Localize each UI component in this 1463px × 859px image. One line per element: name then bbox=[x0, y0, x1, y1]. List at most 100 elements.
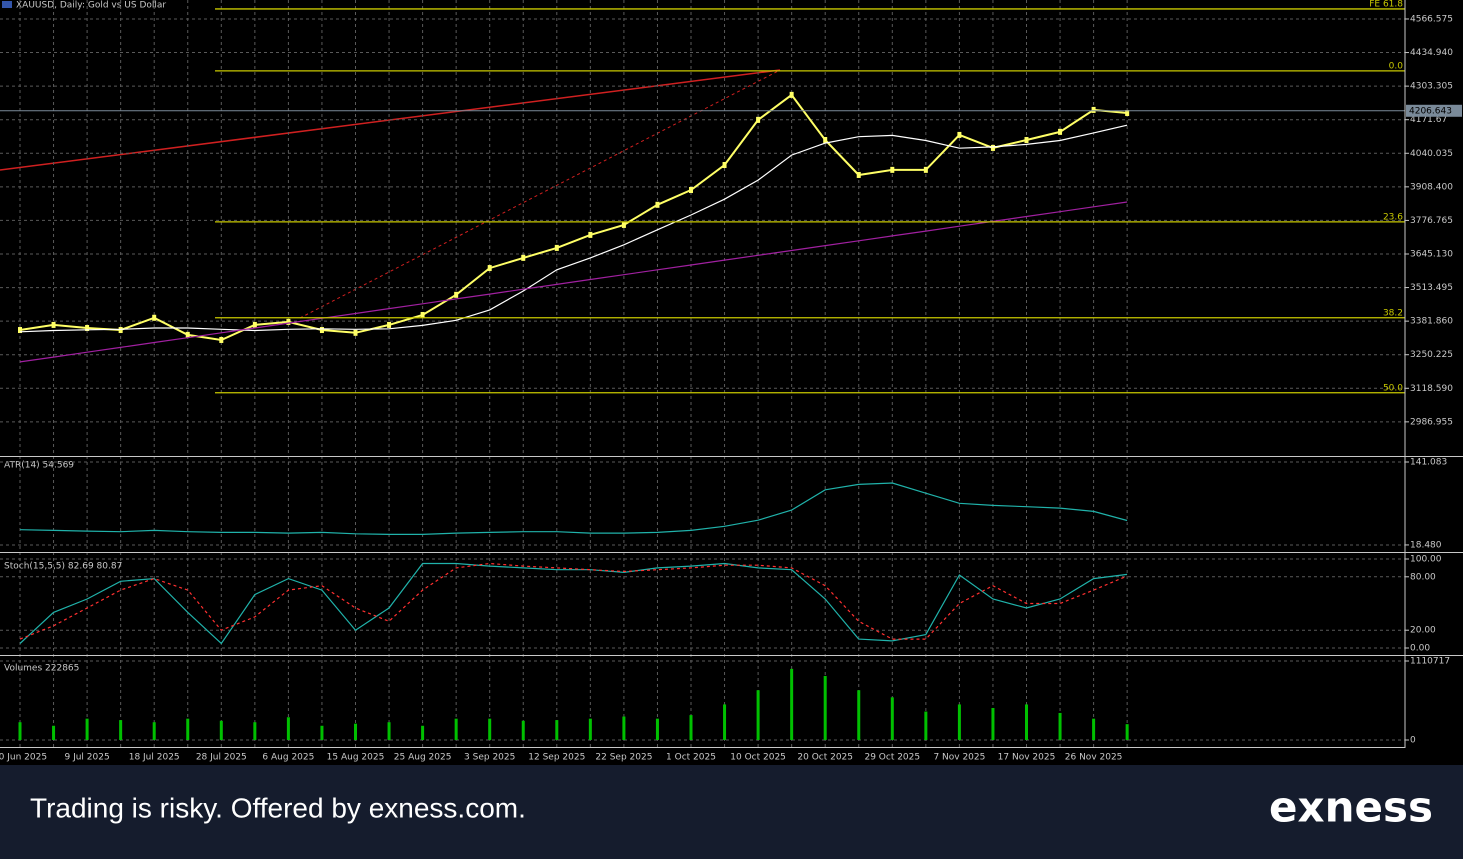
volume-bar bbox=[622, 716, 626, 740]
price-point bbox=[219, 336, 224, 343]
price-point bbox=[319, 327, 324, 334]
volume-bar bbox=[119, 720, 123, 740]
price-point bbox=[689, 187, 693, 194]
volume-bar bbox=[286, 717, 290, 740]
chart-title: XAUUSD, Daily: Gold vs US Dollar bbox=[16, 1, 166, 11]
y-tick-label: 18.480 bbox=[1410, 540, 1442, 550]
price-point bbox=[655, 201, 660, 208]
fib-label: 38.2 bbox=[1383, 308, 1403, 318]
y-tick-label: 2986.955 bbox=[1410, 417, 1453, 427]
volume-bar bbox=[1025, 704, 1028, 740]
volume-bar bbox=[253, 722, 257, 740]
brand-logo[interactable]: exness bbox=[1269, 783, 1433, 832]
volume-bar bbox=[52, 725, 56, 740]
volume-bar bbox=[85, 718, 89, 740]
series-line bbox=[19, 482, 1128, 535]
chart-background bbox=[0, 0, 1463, 765]
volume-bar bbox=[655, 718, 659, 740]
series-line bbox=[19, 201, 1128, 363]
volume-bar bbox=[18, 722, 22, 740]
volume-bar bbox=[1092, 718, 1096, 740]
x-tick-label: 10 Oct 2025 bbox=[730, 753, 786, 763]
volume-bar bbox=[991, 707, 995, 740]
symbol-icon bbox=[2, 1, 12, 8]
volume-bar bbox=[756, 690, 760, 740]
volume-bar bbox=[823, 675, 827, 740]
price-point bbox=[722, 162, 727, 169]
y-tick-label: 3645.130 bbox=[1410, 249, 1453, 259]
price-point bbox=[756, 116, 761, 123]
series-line bbox=[19, 93, 1128, 342]
y-tick-label: 3381.860 bbox=[1410, 317, 1453, 327]
x-tick-label: 12 Sep 2025 bbox=[528, 753, 585, 763]
price-point bbox=[51, 321, 56, 328]
price-point bbox=[18, 327, 22, 334]
price-point bbox=[185, 331, 190, 338]
price-point bbox=[387, 321, 392, 328]
volume-bar bbox=[320, 725, 324, 740]
y-tick-label: 4040.035 bbox=[1410, 149, 1453, 159]
x-tick-label: 17 Nov 2025 bbox=[998, 753, 1056, 763]
volume-bar bbox=[1058, 712, 1062, 740]
volume-bar bbox=[555, 720, 559, 740]
price-point bbox=[554, 244, 559, 251]
price-point bbox=[990, 144, 995, 151]
volume-bar bbox=[857, 690, 861, 740]
price-point bbox=[1024, 137, 1029, 144]
y-tick-label: 0.00 bbox=[1410, 644, 1430, 654]
fib-expansion-line bbox=[299, 69, 781, 319]
volume-bar bbox=[387, 722, 391, 740]
price-point bbox=[118, 327, 123, 334]
price-point bbox=[420, 311, 425, 318]
price-point bbox=[353, 329, 358, 336]
price-point bbox=[923, 166, 928, 173]
price-point bbox=[856, 171, 861, 178]
y-tick-label: 4303.305 bbox=[1410, 82, 1453, 92]
volume-bar bbox=[689, 715, 693, 740]
y-tick-label: 3250.225 bbox=[1410, 350, 1453, 360]
y-tick-label: 100.00 bbox=[1410, 555, 1442, 565]
y-tick-label: 3908.400 bbox=[1410, 182, 1453, 192]
y-tick-label: 80.00 bbox=[1410, 572, 1436, 582]
disclaimer-banner bbox=[0, 765, 1463, 859]
price-point bbox=[789, 91, 794, 98]
price-point bbox=[1058, 128, 1063, 135]
volume-bar bbox=[1125, 724, 1129, 740]
x-tick-label: 15 Aug 2025 bbox=[327, 753, 385, 763]
volume-bar bbox=[354, 723, 357, 740]
x-tick-label: 30 Jun 2025 bbox=[0, 753, 47, 763]
volume-bar bbox=[488, 718, 492, 740]
x-tick-label: 9 Jul 2025 bbox=[64, 753, 109, 763]
volume-bar bbox=[219, 720, 223, 740]
x-tick-label: 25 Aug 2025 bbox=[394, 753, 452, 763]
x-tick-label: 22 Sep 2025 bbox=[595, 753, 652, 763]
price-point bbox=[890, 166, 895, 173]
y-tick-label: 3118.590 bbox=[1410, 384, 1453, 394]
volume-bar bbox=[924, 711, 928, 740]
series-line bbox=[19, 562, 1128, 645]
price-point bbox=[252, 321, 257, 328]
y-tick-label: 1110717 bbox=[1410, 657, 1450, 667]
volume-bar bbox=[957, 704, 961, 740]
price-point bbox=[1125, 109, 1130, 116]
volume-bar bbox=[588, 718, 592, 740]
y-tick-label: 4434.940 bbox=[1410, 48, 1453, 58]
fib-label: 23.6 bbox=[1383, 212, 1403, 222]
y-tick-label: 4171.67 bbox=[1410, 115, 1447, 125]
fib-label: FE 61.8 bbox=[1369, 0, 1403, 9]
x-tick-label: 28 Jul 2025 bbox=[196, 753, 247, 763]
x-tick-label: 29 Oct 2025 bbox=[864, 753, 920, 763]
y-tick-label: 20.00 bbox=[1410, 626, 1436, 636]
volume-bar bbox=[152, 722, 156, 740]
last-price-label: 4206.643 bbox=[1409, 106, 1452, 116]
y-tick-label: 141.083 bbox=[1410, 458, 1447, 468]
last-price-box bbox=[1406, 104, 1462, 117]
price-point bbox=[286, 318, 291, 325]
x-tick-label: 26 Nov 2025 bbox=[1065, 753, 1123, 763]
price-point bbox=[1091, 106, 1096, 113]
panel-label: ATR(14) 54.569 bbox=[4, 461, 74, 471]
x-tick-label: 18 Jul 2025 bbox=[129, 753, 180, 763]
volume-bar bbox=[790, 668, 794, 740]
x-tick-label: 6 Aug 2025 bbox=[262, 753, 314, 763]
price-point bbox=[521, 254, 526, 261]
